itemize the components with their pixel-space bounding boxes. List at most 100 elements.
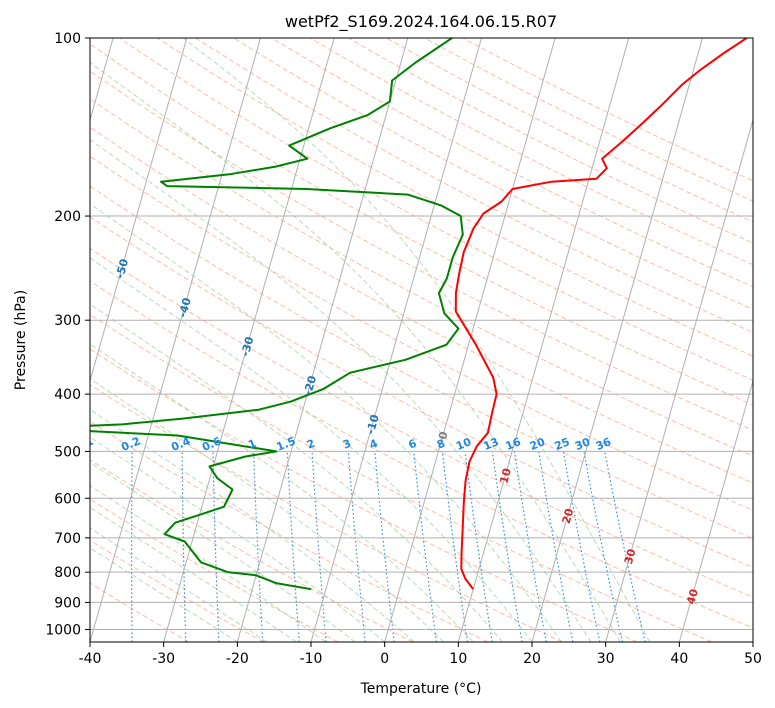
dry-adiabat-line (90, 539, 264, 642)
dry-adiabat-line (90, 498, 339, 642)
dry-adiabat-line (90, 43, 753, 406)
x-tick-label: 20 (523, 651, 541, 667)
x-axis-ticks: -40 -30 -20 -10 0 10 20 30 40 50 (79, 642, 762, 667)
plot-frame (89, 37, 754, 643)
mixing-ratio-label: 8 (435, 437, 447, 452)
isotherm-line (310, 38, 482, 642)
dry-adiabat-line (90, 348, 638, 642)
mixing-ratio-label: 20 (528, 435, 547, 453)
isotherm-line (90, 38, 188, 383)
temperature-profile-line (454, 38, 748, 590)
isotherm-grid (90, 38, 753, 642)
y-tick-label: 500 (54, 444, 81, 460)
dewpoint-profile-line (90, 38, 464, 591)
isotherm-label: -20 (301, 374, 319, 397)
isotherm-line (531, 38, 703, 642)
moist-adiabat-line (90, 547, 238, 642)
dry-adiabat-line (90, 98, 753, 457)
dry-adiabat-line (90, 459, 414, 642)
dry-adiabat-line (90, 313, 712, 642)
y-tick-label: 900 (54, 595, 81, 611)
isotherm-label: -50 (113, 257, 131, 280)
moist-adiabat-line (90, 343, 474, 642)
isotherm-line (605, 118, 753, 642)
line-labels: 0.10.20.40.611.52346810131620253036-100-… (73, 257, 701, 606)
mixing-ratio-line (374, 451, 395, 642)
dry-adiabat-line (195, 38, 753, 333)
isotherm-label: -30 (239, 335, 257, 358)
moist-adiabat-line (90, 203, 562, 642)
isotherm-line (384, 38, 556, 642)
isotherm-line (678, 379, 753, 642)
y-tick-label: 800 (54, 565, 81, 581)
mixing-ratio-label: 36 (594, 435, 613, 453)
mixing-ratio-line (538, 451, 574, 642)
mixing-ratio-label: 6 (406, 437, 418, 452)
dry-adiabat-line (90, 384, 563, 642)
dry-adiabat-line (90, 70, 753, 431)
moist-adiabats (90, 38, 651, 642)
dry-adiabats (90, 38, 753, 642)
mixing-ratio-label: 0.1 (73, 434, 96, 453)
isotherm-label: -40 (176, 296, 194, 319)
y-tick-label: 600 (54, 491, 81, 507)
y-tick-label: 100 (54, 31, 81, 47)
dry-adiabat-line (271, 38, 753, 288)
isotherm-line (236, 38, 409, 642)
mixing-ratio-line (562, 451, 601, 642)
dry-adiabat-line (424, 38, 753, 202)
mixing-ratio-line (604, 451, 646, 642)
chart-title: wetPf2_S169.2024.164.06.15.R07 (285, 12, 557, 32)
y-axis-title: Pressure (hPa) (13, 290, 29, 390)
mixing-ratio-label: 1 (246, 437, 258, 452)
y-tick-label: 1000 (45, 622, 81, 638)
moist-adiabat-line (90, 461, 356, 642)
y-tick-label: 700 (54, 531, 81, 547)
moist-adiabat-line (90, 139, 592, 642)
isotherm-label: 0 (436, 430, 451, 441)
mixing-ratio-label: 13 (482, 435, 501, 453)
dry-adiabat-line (348, 38, 753, 244)
isotherm-line (457, 38, 630, 642)
y-axis-ticks: 100 200 300 400 500 600 700 800 900 1000 (45, 31, 90, 638)
dry-adiabat-line (119, 38, 753, 381)
series-group (90, 38, 748, 591)
mixing-ratio-line (131, 451, 133, 642)
isotherm-line (752, 640, 753, 642)
mixing-ratio-line (82, 451, 86, 642)
moist-adiabat-line (182, 38, 651, 642)
x-tick-label: -10 (300, 651, 323, 667)
mixing-ratio-label: 4 (368, 437, 380, 452)
dry-adiabat-line (157, 38, 753, 357)
mixing-ratio-label: 3 (341, 437, 353, 452)
x-axis-title: Temperature (°C) (360, 681, 482, 697)
mixing-ratio-line (491, 451, 523, 642)
isotherm-label: 40 (684, 587, 701, 606)
mixing-ratio-line (464, 451, 493, 642)
dry-adiabat-line (90, 280, 753, 629)
y-tick-label: 400 (54, 387, 81, 403)
x-tick-label: 0 (380, 651, 389, 667)
mixing-ratio-line (513, 451, 547, 642)
mixing-ratio-label: 30 (573, 435, 592, 453)
mixing-ratio-line (286, 451, 300, 642)
mixing-ratio-line (583, 451, 623, 642)
x-tick-label: -30 (152, 651, 175, 667)
dry-adiabat-line (233, 38, 753, 310)
y-tick-label: 300 (54, 313, 81, 329)
mixing-ratio-line (253, 451, 264, 642)
mixing-ratio-label: 10 (454, 435, 473, 453)
isotherm-label: -10 (364, 413, 382, 436)
moist-adiabat-line (90, 61, 621, 642)
x-tick-label: 30 (597, 651, 615, 667)
mixing-ratio-label: 25 (553, 435, 572, 453)
x-tick-label: 10 (449, 651, 467, 667)
x-tick-label: 50 (744, 651, 762, 667)
isotherm-line (90, 38, 261, 642)
x-tick-label: -40 (79, 651, 102, 667)
plot-area: 0.10.20.40.611.52346810131620253036-100-… (73, 38, 753, 642)
moist-adiabat-line (90, 408, 415, 642)
moist-adiabat-line (90, 303, 503, 642)
isotherm-label: 30 (622, 547, 639, 566)
